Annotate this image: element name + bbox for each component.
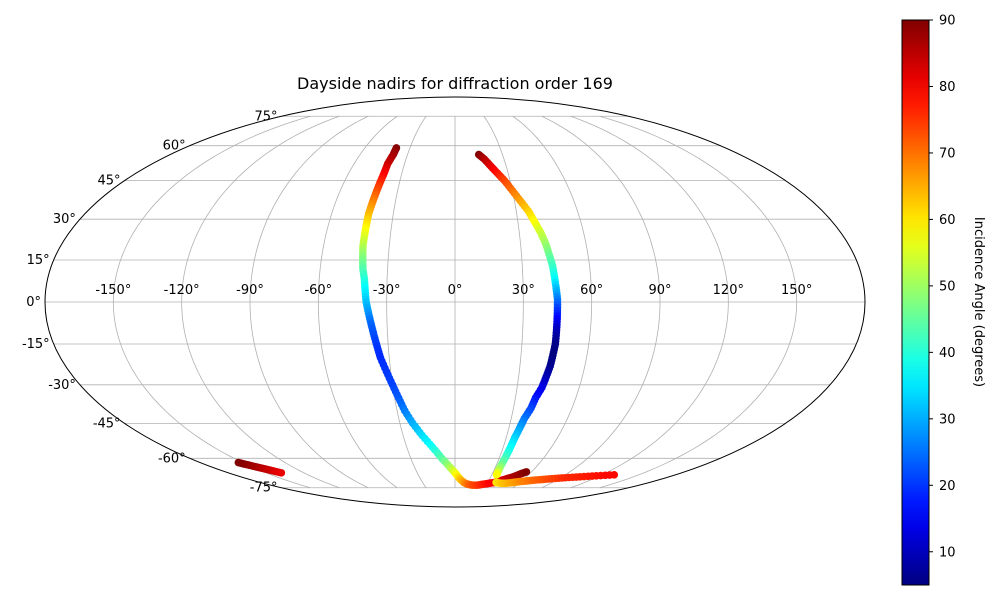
lon-tick-label: -90° — [236, 283, 264, 298]
data-points — [234, 144, 619, 489]
lat-tick-label: 0° — [26, 295, 41, 310]
graticule — [44, 96, 866, 508]
lon-tick-label: 150° — [781, 283, 812, 298]
lon-tick-label: 120° — [713, 283, 744, 298]
colorbar-tick-label: 90 — [939, 14, 956, 29]
tick-labels: -150° -120° -90° -60° -30° 0° 30° 60° 90° 120° 150… — [22, 109, 812, 495]
data-point — [522, 468, 531, 476]
lon-tick-label: -150° — [95, 283, 131, 298]
lon-tick-label: 90° — [648, 283, 671, 298]
lat-tick-label: 60° — [163, 139, 186, 154]
map-outline — [44, 96, 866, 508]
data-point — [492, 471, 501, 479]
colorbar-tick-label: 20 — [939, 479, 956, 494]
colorbar-tick-label: 80 — [939, 80, 956, 95]
colorbar-bar — [901, 19, 930, 586]
colorbar-tick-label: 40 — [939, 346, 956, 361]
lat-tick-label: -45° — [93, 416, 121, 431]
lat-tick-label: -30° — [48, 378, 76, 393]
data-point — [277, 469, 286, 477]
lat-tick-label: 15° — [27, 253, 50, 268]
lon-tick-label: -60° — [304, 283, 332, 298]
lat-tick-label: 75° — [254, 109, 277, 124]
lon-tick-label: 0° — [448, 283, 463, 298]
lat-tick-label: -15° — [22, 337, 50, 352]
chart-title: Dayside nadirs for diffraction order 169 — [297, 74, 613, 93]
lon-tick-label: 30° — [512, 283, 535, 298]
lon-tick-label: -120° — [164, 283, 200, 298]
lat-tick-label: -60° — [158, 451, 186, 466]
data-point — [610, 471, 619, 479]
colorbar-label: Incidence Angle (degrees) — [971, 217, 986, 387]
colorbar-tick-label: 70 — [939, 146, 956, 161]
lat-tick-label: -75° — [250, 481, 278, 496]
lat-tick-label: 30° — [53, 212, 76, 227]
lon-tick-label: -30° — [373, 283, 401, 298]
colorbar: 10 20 30 40 50 60 70 80 90 — [901, 14, 956, 586]
lon-tick-label: 60° — [580, 283, 603, 298]
colorbar-tick-label: 30 — [939, 412, 956, 427]
colorbar-tick-label: 60 — [939, 213, 956, 228]
lat-tick-label: 45° — [98, 174, 121, 189]
colorbar-tick-label: 10 — [939, 545, 956, 560]
colorbar-tick-label: 50 — [939, 279, 956, 294]
